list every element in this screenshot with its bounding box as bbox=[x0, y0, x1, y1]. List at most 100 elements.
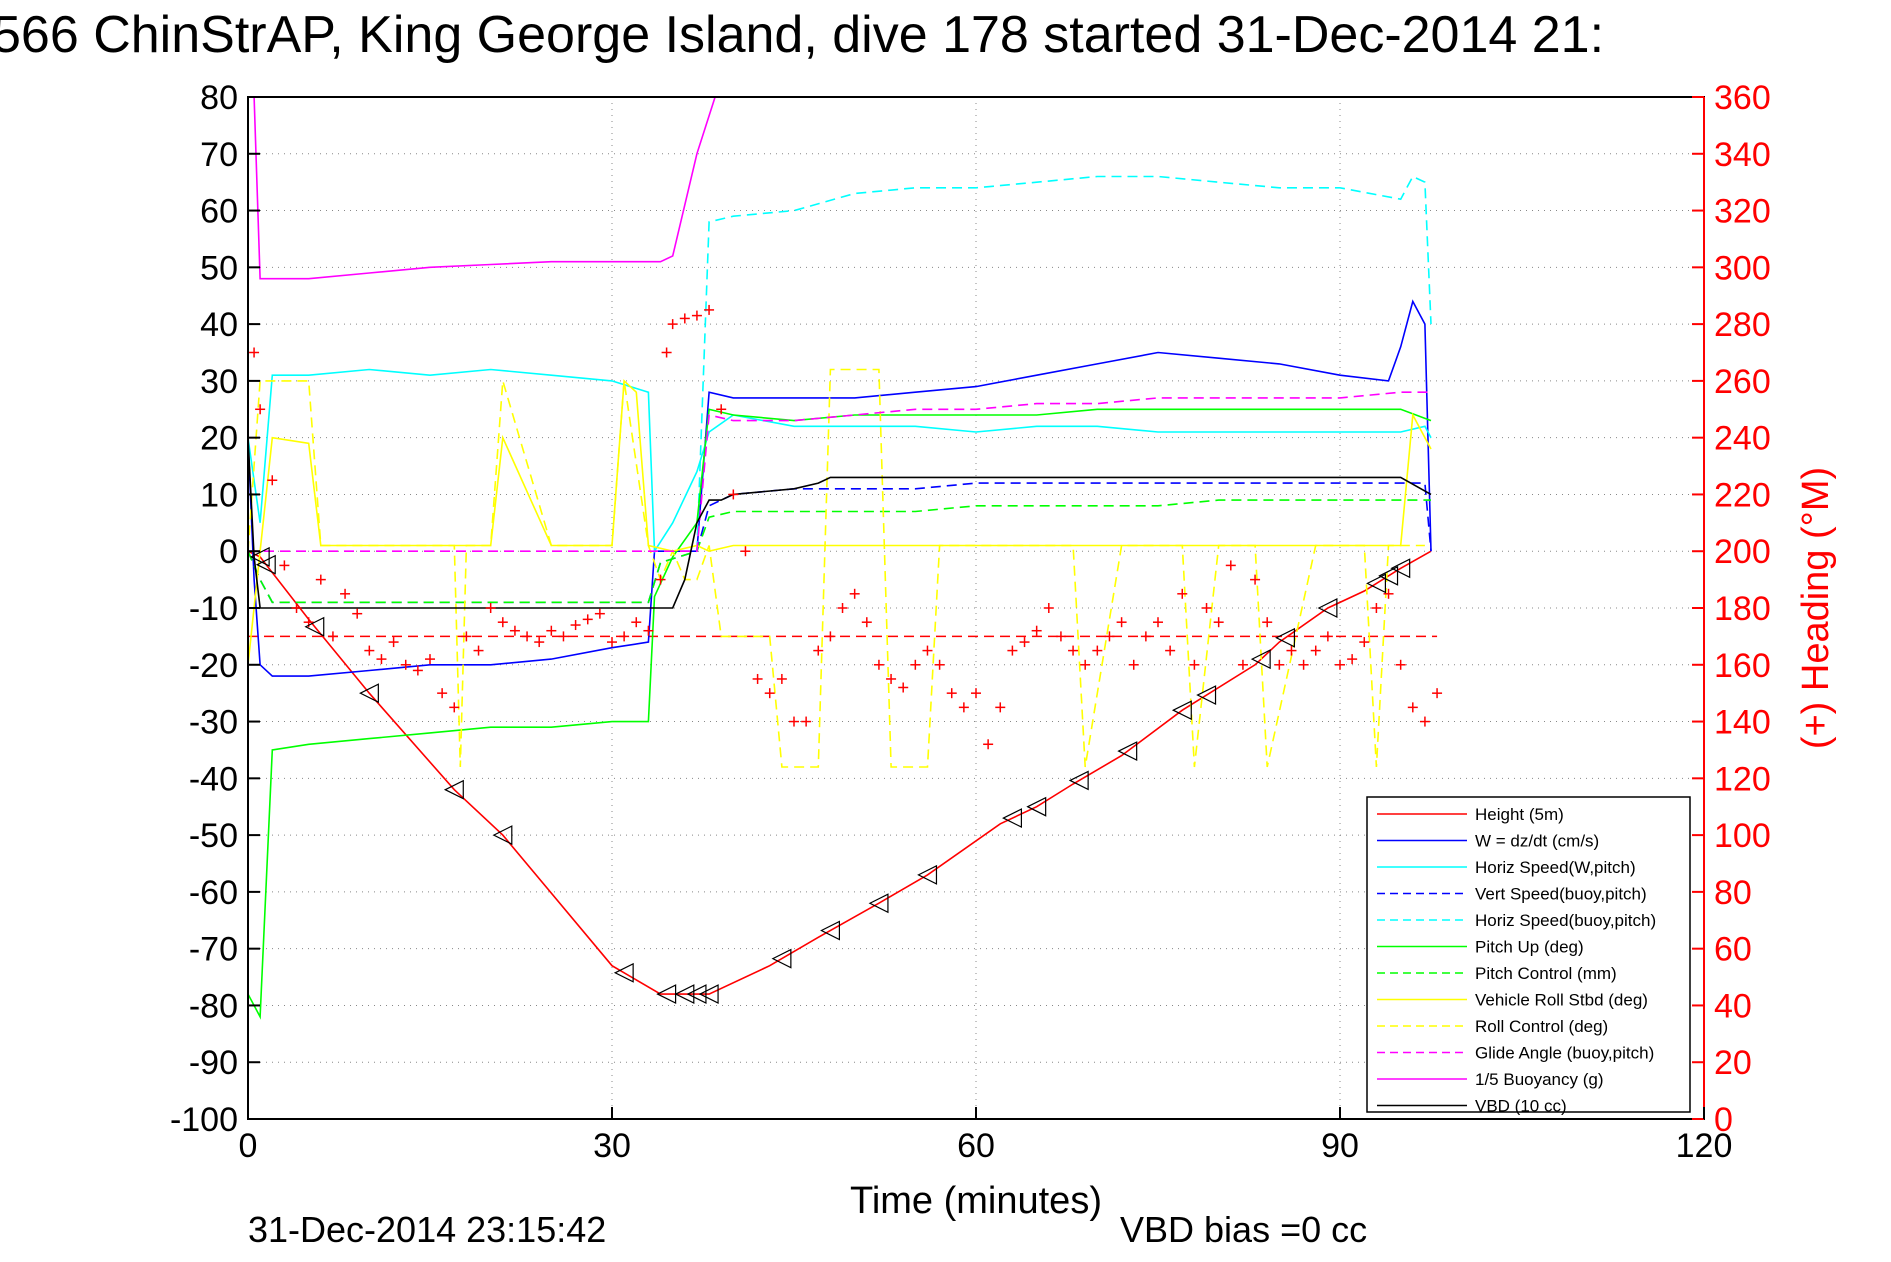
heading-point bbox=[461, 631, 472, 642]
heading-point bbox=[631, 617, 642, 628]
triangle-marker bbox=[443, 779, 464, 800]
heading-point bbox=[1165, 645, 1176, 656]
y-axis-left: 80 70 60 50 40 30 20 10 0 -10 -20 -30 -40 -50 -60 -70 -8… bbox=[170, 79, 260, 1139]
heading-point bbox=[497, 617, 508, 628]
y-tick-label-right: 220 bbox=[1714, 476, 1771, 514]
heading-point bbox=[655, 574, 666, 585]
y-tick-label-right: 160 bbox=[1714, 647, 1771, 685]
heading-point bbox=[752, 673, 763, 684]
heading-point bbox=[691, 310, 702, 321]
y-tick-label-right: 360 bbox=[1714, 79, 1771, 117]
triangle-marker bbox=[868, 893, 889, 914]
heading-point bbox=[388, 637, 399, 648]
heading-point bbox=[1298, 659, 1309, 670]
legend-label-horiz-speed-buoy-pitch: Horiz Speed(buoy,pitch) bbox=[1475, 911, 1656, 930]
heading-point bbox=[643, 625, 654, 636]
y-tick-label-right: 100 bbox=[1714, 817, 1771, 855]
triangle-marker bbox=[1068, 770, 1089, 791]
heading-point bbox=[619, 631, 630, 642]
heading-point bbox=[667, 319, 678, 330]
heading-point bbox=[776, 673, 787, 684]
x-tick-label: 120 bbox=[1676, 1127, 1733, 1165]
triangle-marker bbox=[1196, 685, 1217, 706]
y-tick-label-left: -90 bbox=[189, 1044, 238, 1082]
legend-label-1-5-buoyancy-g: 1/5 Buoyancy (g) bbox=[1475, 1070, 1604, 1089]
heading-point bbox=[873, 659, 884, 670]
heading-point bbox=[801, 716, 812, 727]
series-line-roll-control-deg bbox=[248, 368, 1425, 768]
heading-point bbox=[995, 702, 1006, 713]
y-tick-label-right: 0 bbox=[1714, 1101, 1733, 1139]
series-line-horiz-speed-buoy-pitch bbox=[696, 175, 1432, 552]
y-tick-label-left: 50 bbox=[200, 249, 238, 287]
triangle-marker bbox=[492, 825, 513, 846]
legend-label-roll-control-deg: Roll Control (deg) bbox=[1475, 1017, 1608, 1036]
heading-point bbox=[922, 645, 933, 656]
triangle-marker bbox=[304, 616, 325, 637]
heading-point bbox=[849, 588, 860, 599]
heading-point bbox=[1031, 625, 1042, 636]
y-tick-label-right: 280 bbox=[1714, 306, 1771, 344]
heading-point bbox=[1335, 659, 1345, 670]
triangle-marker bbox=[1002, 808, 1023, 829]
heading-point bbox=[1068, 645, 1079, 656]
timestamp-label: 31-Dec-2014 23:15:42 bbox=[248, 1209, 606, 1250]
heading-point bbox=[1128, 659, 1139, 670]
triangle-marker bbox=[1317, 598, 1338, 618]
heading-point bbox=[534, 637, 545, 648]
heading-point bbox=[661, 347, 672, 358]
y-tick-label-right: 180 bbox=[1714, 590, 1771, 628]
heading-point bbox=[1116, 617, 1127, 628]
x-tick-label: 60 bbox=[957, 1127, 995, 1165]
heading-point bbox=[813, 645, 824, 656]
heading-point bbox=[449, 702, 460, 713]
heading-point bbox=[946, 688, 957, 699]
triangle-marker bbox=[1026, 796, 1047, 817]
y-tick-label-right: 320 bbox=[1714, 193, 1771, 231]
heading-point bbox=[958, 702, 969, 713]
heading-point bbox=[607, 637, 617, 648]
triangle-marker bbox=[1378, 565, 1399, 586]
heading-point bbox=[1310, 645, 1321, 656]
heading-point bbox=[1262, 617, 1273, 628]
heading-point bbox=[558, 631, 569, 642]
heading-point bbox=[509, 625, 520, 636]
legend-label-vehicle-roll-stbd-deg: Vehicle Roll Stbd (deg) bbox=[1475, 991, 1648, 1010]
heading-point bbox=[437, 688, 448, 699]
heading-point bbox=[1092, 645, 1103, 656]
heading-point bbox=[861, 617, 872, 628]
vbd-bias-label: VBD bias =0 cc bbox=[1120, 1209, 1367, 1250]
y-axis-right: 3603403203002802602402202001801601401201… bbox=[1692, 79, 1771, 1139]
y-tick-label-right: 80 bbox=[1714, 874, 1752, 912]
heading-point bbox=[364, 645, 375, 656]
triangle-marker bbox=[917, 864, 938, 885]
triangle-marker bbox=[358, 683, 379, 704]
heading-point bbox=[1225, 560, 1236, 571]
legend: Height (5m) W = dz/dt (cm/s) Horiz Speed(W… bbox=[1366, 796, 1691, 1116]
y-tick-label-left: 80 bbox=[200, 79, 238, 117]
legend-box bbox=[1366, 796, 1691, 1113]
heading-point bbox=[473, 645, 484, 656]
series-line-vbd-10-cc bbox=[248, 437, 1432, 609]
triangle-marker bbox=[820, 920, 841, 941]
heading-point bbox=[249, 347, 260, 358]
series-line-w-dz-dt-cm-s bbox=[248, 299, 1432, 677]
y-tick-label-right: 60 bbox=[1714, 931, 1752, 969]
heading-point bbox=[728, 489, 739, 500]
series-line-pitch-control-mm bbox=[248, 499, 1431, 604]
heading-point bbox=[1286, 645, 1297, 656]
triangle-marker bbox=[1390, 558, 1411, 579]
heading-point bbox=[971, 688, 981, 699]
heading-point bbox=[910, 659, 921, 670]
y-tick-label-left: 60 bbox=[200, 193, 238, 231]
heading-point bbox=[327, 631, 338, 642]
y-tick-label-left: 70 bbox=[200, 136, 238, 174]
heading-point bbox=[825, 631, 836, 642]
legend-label-pitch-control-mm: Pitch Control (mm) bbox=[1475, 964, 1617, 983]
heading-point bbox=[1104, 631, 1115, 642]
heading-point bbox=[1395, 659, 1406, 670]
triangle-marker bbox=[771, 948, 792, 969]
heading-point bbox=[1371, 603, 1382, 613]
x-axis: 0 30 60 90 120 bbox=[239, 1107, 1733, 1165]
heading-point bbox=[582, 614, 593, 625]
